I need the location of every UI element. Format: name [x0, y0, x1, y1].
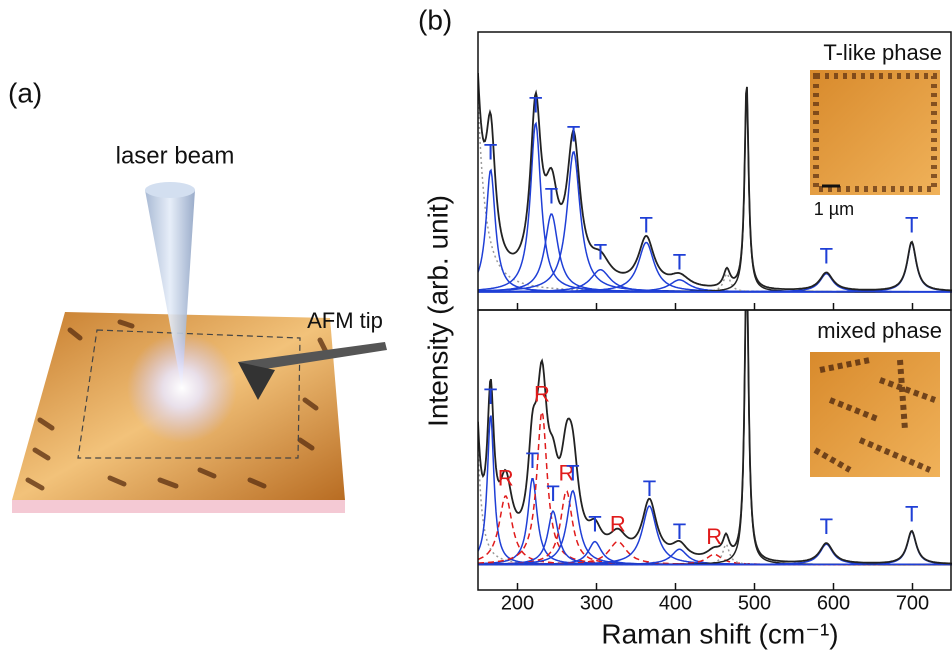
inset-title: mixed phase	[817, 318, 942, 343]
peak-label: T	[905, 501, 918, 526]
x-tick-label: 500	[738, 592, 771, 614]
page: (a) laser beam AFM tip (b) TTTTTTTTTT-li…	[0, 0, 952, 655]
peak-label: T	[484, 140, 497, 165]
tip-label: AFM tip	[307, 308, 383, 333]
peak-label: T	[529, 93, 542, 118]
peak-label: T	[594, 240, 607, 265]
figure: (a) laser beam AFM tip (b) TTTTTTTTTT-li…	[0, 0, 952, 655]
x-tick-label: 200	[501, 592, 534, 614]
laser-label: laser beam	[116, 142, 235, 169]
y-axis-label: Intensity (arb. unit)	[422, 195, 453, 427]
inset-title: T-like phase	[823, 40, 942, 65]
x-axis-label: Raman shift (cm⁻¹)	[601, 618, 838, 649]
schematic: (a) laser beam AFM tip	[8, 77, 387, 513]
peak-label: T	[640, 212, 653, 237]
peak-label: T	[484, 384, 497, 409]
peak-component	[478, 214, 952, 292]
peak-label: T	[905, 212, 918, 237]
peak-label: T	[643, 476, 656, 501]
peak-label: R	[534, 382, 550, 407]
cone-top	[145, 182, 195, 198]
x-tick-label: 700	[896, 592, 929, 614]
peak-label: T	[526, 448, 539, 473]
peak-label: T	[567, 121, 580, 146]
peak-label: T	[820, 243, 833, 268]
panel-label: (a)	[8, 77, 42, 108]
x-tick-label: 600	[817, 592, 850, 614]
peak-label: R	[610, 511, 626, 536]
inset-image	[810, 70, 940, 195]
peak-label: T	[588, 511, 601, 536]
x-tick-label: 300	[580, 592, 613, 614]
peak-label: T	[673, 519, 686, 544]
scale-bar-label: 1 µm	[814, 199, 854, 219]
peak-label: R	[706, 524, 722, 549]
peak-label: T	[673, 250, 686, 275]
x-tick-label: 400	[659, 592, 692, 614]
panel-label: (b)	[418, 4, 452, 35]
slab-side	[12, 500, 345, 513]
peak-label: T	[545, 184, 558, 209]
peak-label: T	[566, 461, 579, 486]
peak-label: T	[820, 514, 833, 539]
peak-label: R	[498, 466, 514, 491]
laser-spot	[127, 333, 237, 443]
